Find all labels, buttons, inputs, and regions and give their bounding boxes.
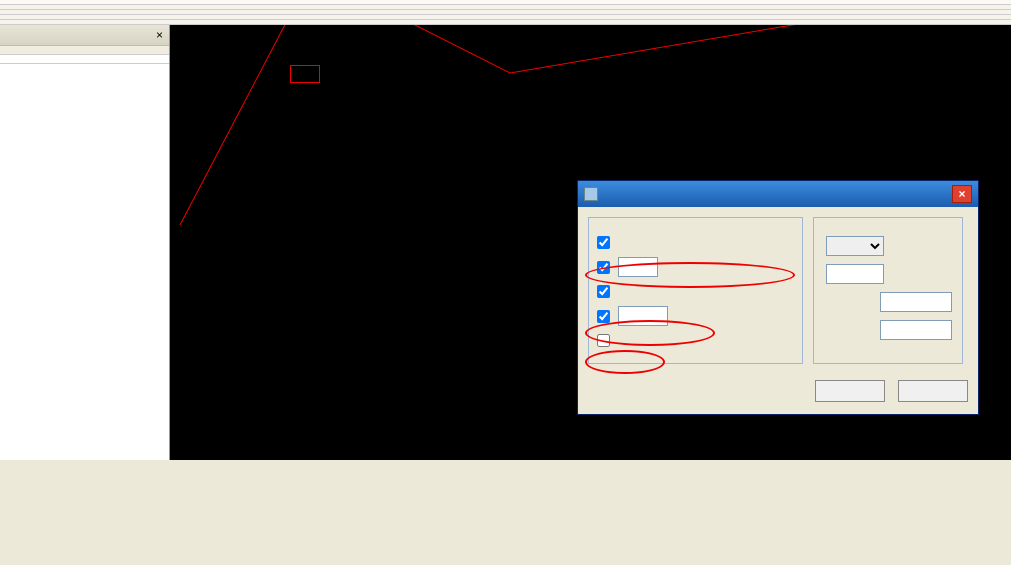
dialog-titlebar[interactable]: × <box>578 181 978 207</box>
chk-isolated[interactable] <box>597 285 610 298</box>
chk-wholefloor[interactable] <box>597 334 610 347</box>
ok-button[interactable] <box>815 380 885 402</box>
section-width-select[interactable] <box>826 236 884 256</box>
cancel-button[interactable] <box>898 380 968 402</box>
autogen-dialog: × <box>577 180 979 415</box>
opening-width-input[interactable] <box>618 257 658 277</box>
chk-opening[interactable] <box>597 261 610 274</box>
close-icon[interactable]: × <box>952 185 972 203</box>
nav-tree <box>0 64 169 460</box>
nav-tab-project[interactable] <box>0 46 169 55</box>
section-height-input[interactable] <box>826 264 884 284</box>
annotation-box <box>290 65 320 83</box>
spacing-input[interactable] <box>618 306 668 326</box>
nav-title: × <box>0 25 169 46</box>
nav-panel: × <box>0 25 170 460</box>
chk-spacing[interactable] <box>597 310 610 323</box>
nav-tab-draw[interactable] <box>0 55 169 64</box>
dialog-icon <box>584 187 598 201</box>
chk-cross[interactable] <box>597 236 610 249</box>
stirrup-input[interactable] <box>880 320 952 340</box>
longitudinal-bar-input[interactable] <box>880 292 952 312</box>
